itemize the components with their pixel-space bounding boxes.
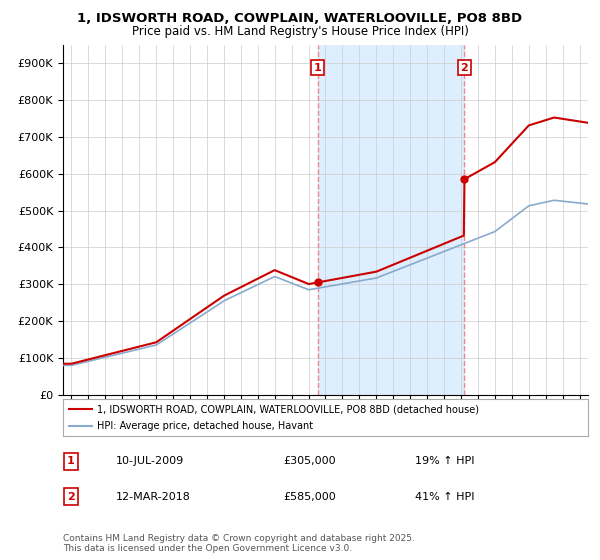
Text: 1: 1 [67, 456, 75, 466]
Text: £585,000: £585,000 [284, 492, 336, 502]
Text: 19% ↑ HPI: 19% ↑ HPI [415, 456, 474, 466]
Text: 2: 2 [460, 63, 468, 73]
Text: 2: 2 [67, 492, 75, 502]
Text: 1, IDSWORTH ROAD, COWPLAIN, WATERLOOVILLE, PO8 8BD (detached house): 1, IDSWORTH ROAD, COWPLAIN, WATERLOOVILL… [97, 404, 479, 414]
Text: 1, IDSWORTH ROAD, COWPLAIN, WATERLOOVILLE, PO8 8BD: 1, IDSWORTH ROAD, COWPLAIN, WATERLOOVILL… [77, 12, 523, 25]
Text: 1: 1 [314, 63, 322, 73]
Text: 12-MAR-2018: 12-MAR-2018 [115, 492, 190, 502]
Bar [318, 45, 464, 395]
Text: 10-JUL-2009: 10-JUL-2009 [115, 456, 184, 466]
Text: Price paid vs. HM Land Registry's House Price Index (HPI): Price paid vs. HM Land Registry's House … [131, 25, 469, 38]
Text: Contains HM Land Registry data © Crown copyright and database right 2025.
This d: Contains HM Land Registry data © Crown c… [63, 534, 415, 553]
Text: 41% ↑ HPI: 41% ↑ HPI [415, 492, 474, 502]
Text: £305,000: £305,000 [284, 456, 336, 466]
Text: HPI: Average price, detached house, Havant: HPI: Average price, detached house, Hava… [97, 421, 313, 431]
